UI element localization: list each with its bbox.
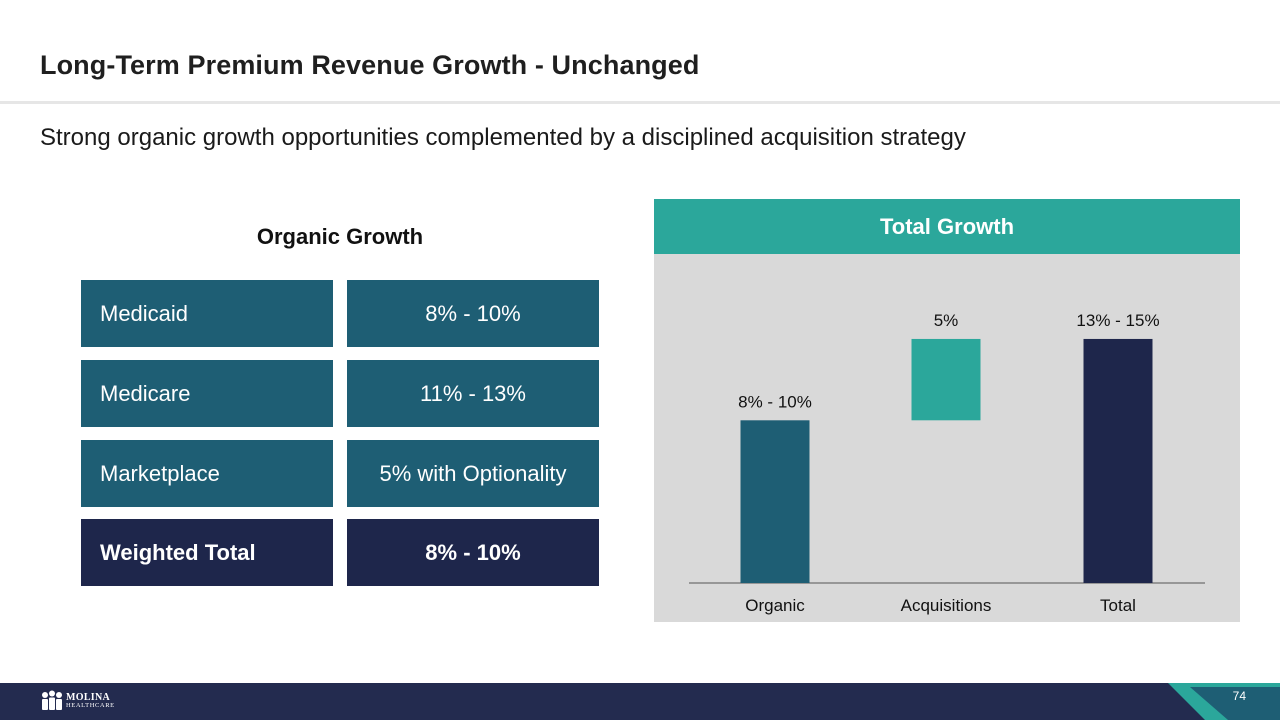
row-value: 11% - 13% (347, 360, 599, 427)
total-growth-chart: 8% - 10% Organic 5% Acquisitions 13% - 15% To… (689, 311, 1205, 615)
footer-accent-shape (1168, 683, 1280, 720)
title-divider (0, 101, 1280, 104)
slide-subtitle: Strong organic growth opportunities comp… (40, 124, 966, 151)
table-row-medicaid: Medicaid 8% - 10% (81, 280, 599, 347)
data-label-total: 13% - 15% (1076, 311, 1159, 330)
slide-title: Long-Term Premium Revenue Growth - Uncha… (40, 50, 700, 80)
tick-label-total: Total (1100, 596, 1136, 615)
row-label: Marketplace (81, 440, 333, 507)
footer-bar (0, 683, 1280, 720)
table-row-marketplace: Marketplace 5% with Optionality (81, 440, 599, 507)
table-row-medicare: Medicare 11% - 13% (81, 360, 599, 427)
people-icon (42, 690, 62, 710)
company-logo: MOLINA HEALTHCARE (40, 688, 115, 714)
bar-total (1083, 338, 1153, 583)
tick-label-acquisitions: Acquisitions (901, 596, 992, 615)
tick-label-organic: Organic (745, 596, 805, 615)
panel-header: Total Growth (654, 199, 1240, 254)
total-growth-panel: 8% - 10% Organic 5% Acquisitions 13% - 15% To… (654, 199, 1240, 622)
organic-growth-heading: Organic Growth (256, 224, 424, 249)
page-number: 74 (1232, 689, 1246, 703)
bar-organic (740, 420, 810, 583)
row-value: 8% - 10% (347, 519, 599, 586)
logo-line-2: HEALTHCARE (66, 701, 115, 709)
row-label: Weighted Total (81, 519, 333, 586)
data-label-organic: 8% - 10% (738, 392, 812, 411)
data-label-acquisitions: 5% (934, 311, 959, 330)
row-label: Medicare (81, 360, 333, 427)
row-value: 8% - 10% (347, 280, 599, 347)
bar-acquisitions (911, 338, 981, 421)
logo-line-1: MOLINA (66, 691, 111, 703)
row-label: Medicaid (81, 280, 333, 347)
table-row-weighted-total: Weighted Total 8% - 10% (81, 519, 599, 586)
row-value: 5% with Optionality (347, 440, 599, 507)
